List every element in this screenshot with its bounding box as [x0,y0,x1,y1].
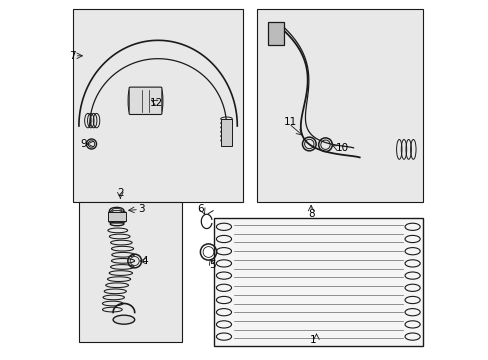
Ellipse shape [158,88,163,113]
Text: 5: 5 [208,260,215,270]
Bar [267,22,284,45]
Text: 6: 6 [197,204,203,214]
Bar [73,9,242,202]
Text: 10: 10 [336,143,349,153]
Text: 12: 12 [149,98,163,108]
Bar [257,9,422,202]
FancyBboxPatch shape [129,87,162,114]
Text: 11: 11 [284,117,297,127]
Text: 8: 8 [307,209,314,219]
Bar [213,218,422,346]
Text: 2: 2 [117,188,123,198]
Ellipse shape [128,88,132,113]
Bar [221,119,231,146]
Text: 7: 7 [69,51,75,61]
Text: 9: 9 [80,139,86,149]
Text: 1: 1 [309,335,316,345]
Bar [79,202,181,342]
Bar [108,212,125,221]
Text: 4: 4 [142,256,148,266]
Ellipse shape [113,315,134,324]
Text: 3: 3 [138,204,145,214]
